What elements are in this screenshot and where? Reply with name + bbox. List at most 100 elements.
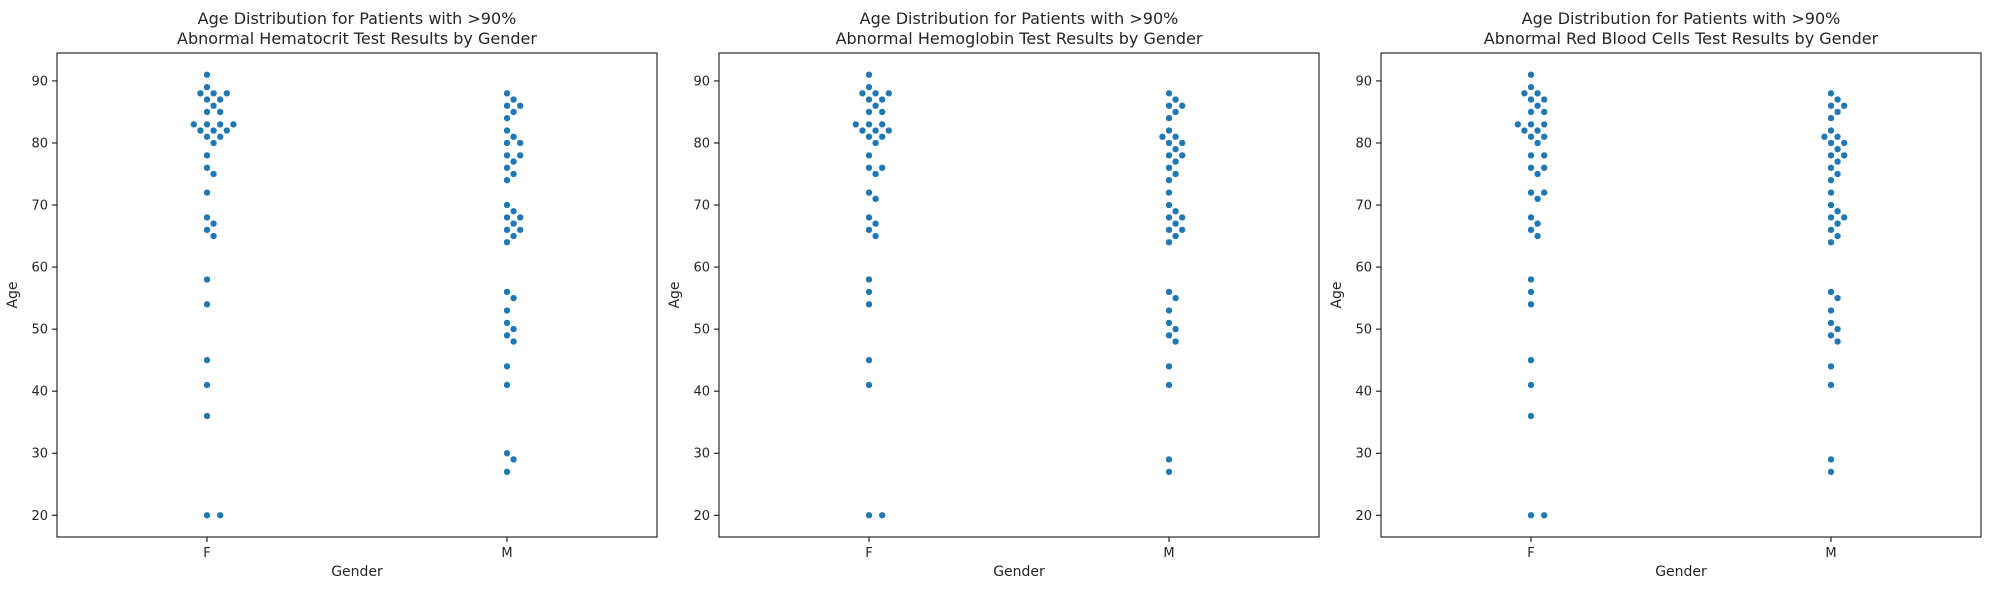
data-point <box>216 108 224 116</box>
data-point <box>1827 288 1835 296</box>
data-point <box>203 213 211 222</box>
x-tick-label: M <box>1163 546 1174 561</box>
data-point <box>196 89 205 97</box>
y-axis-label: Age <box>1329 281 1345 308</box>
data-point <box>885 126 893 135</box>
data-point <box>209 102 218 110</box>
data-point <box>1178 213 1186 222</box>
y-tick-label: 50 <box>693 323 710 338</box>
data-point <box>216 133 224 141</box>
y-tick-label: 60 <box>693 261 710 276</box>
data-point <box>1165 306 1173 315</box>
data-point <box>503 468 511 476</box>
y-tick-label: 40 <box>1355 385 1372 400</box>
data-point <box>1533 232 1542 240</box>
y-axis-label: Age <box>667 281 683 308</box>
data-point <box>1827 102 1835 110</box>
data-point <box>878 108 886 116</box>
data-point <box>1171 294 1180 302</box>
data-point <box>503 449 511 457</box>
data-point <box>1833 170 1842 178</box>
data-point <box>1827 188 1835 197</box>
data-point <box>1165 126 1173 135</box>
data-point <box>190 120 198 129</box>
data-point <box>203 356 211 364</box>
data-point <box>1165 319 1173 327</box>
x-tick-label: F <box>1527 546 1534 561</box>
data-point <box>503 176 511 184</box>
data-point <box>509 108 518 116</box>
y-tick-label: 30 <box>1355 447 1372 462</box>
data-point <box>1165 151 1173 160</box>
data-point <box>1527 120 1535 129</box>
data-point <box>196 126 205 135</box>
data-point <box>1165 362 1173 371</box>
data-point <box>878 511 886 519</box>
data-point <box>503 238 511 246</box>
data-point <box>1540 120 1548 129</box>
data-point <box>516 139 524 147</box>
data-point <box>1533 102 1542 110</box>
data-point <box>1171 207 1180 215</box>
data-point <box>1827 381 1835 389</box>
data-point <box>1165 238 1173 246</box>
data-point <box>1165 201 1173 209</box>
x-axis-label: Gender <box>993 564 1045 580</box>
data-point <box>203 412 211 420</box>
data-point <box>1533 170 1542 178</box>
data-point <box>1171 325 1180 333</box>
data-point <box>503 319 511 327</box>
data-point <box>1171 232 1180 240</box>
y-tick-label: 30 <box>31 447 48 462</box>
data-point <box>1527 71 1535 79</box>
data-point <box>203 226 211 234</box>
chart-panel-3: Age Distribution for Patients with >90%A… <box>1329 9 1982 580</box>
data-point <box>1840 102 1848 110</box>
chart-panel-2: Age Distribution for Patients with >90%A… <box>667 9 1320 580</box>
data-point <box>503 213 511 222</box>
data-point <box>209 139 218 147</box>
data-point <box>865 71 873 79</box>
data-point <box>852 120 860 129</box>
data-point <box>503 226 511 234</box>
data-point <box>1520 89 1529 97</box>
y-tick-label: 70 <box>1355 199 1372 214</box>
data-point <box>1527 188 1535 197</box>
y-tick-label: 70 <box>693 199 710 214</box>
data-point <box>1827 139 1835 147</box>
data-point <box>1171 108 1180 116</box>
data-point <box>203 381 211 389</box>
data-point <box>1833 219 1842 228</box>
y-tick-label: 50 <box>1355 323 1372 338</box>
chart-title-line1: Age Distribution for Patients with >90% <box>198 9 517 28</box>
y-tick-label: 20 <box>31 509 48 524</box>
data-point <box>865 213 873 222</box>
data-point <box>865 83 873 91</box>
data-point <box>1533 126 1542 135</box>
data-point <box>1165 114 1173 122</box>
data-point <box>1171 145 1180 153</box>
chart-title-line2: Abnormal Hemoglobin Test Results by Gend… <box>836 29 1203 48</box>
chart-panel-1: Age Distribution for Patients with >90%A… <box>5 9 658 580</box>
data-point <box>1533 219 1542 228</box>
y-tick-label: 50 <box>31 323 48 338</box>
data-point <box>1165 89 1173 97</box>
data-point <box>1178 139 1186 147</box>
data-point <box>1840 139 1848 147</box>
data-point <box>503 114 511 122</box>
data-point <box>878 95 886 104</box>
data-point <box>1527 108 1535 116</box>
data-point <box>1540 151 1548 160</box>
data-point <box>509 294 518 302</box>
data-point <box>203 133 211 141</box>
data-point <box>1165 213 1173 222</box>
data-point <box>203 83 211 91</box>
data-point <box>865 300 873 308</box>
data-point <box>1165 176 1173 184</box>
chart-title-line1: Age Distribution for Patients with >90% <box>860 9 1179 28</box>
data-point <box>503 89 511 97</box>
data-point <box>1527 226 1535 234</box>
data-point <box>1827 114 1835 122</box>
data-point <box>1527 151 1535 160</box>
